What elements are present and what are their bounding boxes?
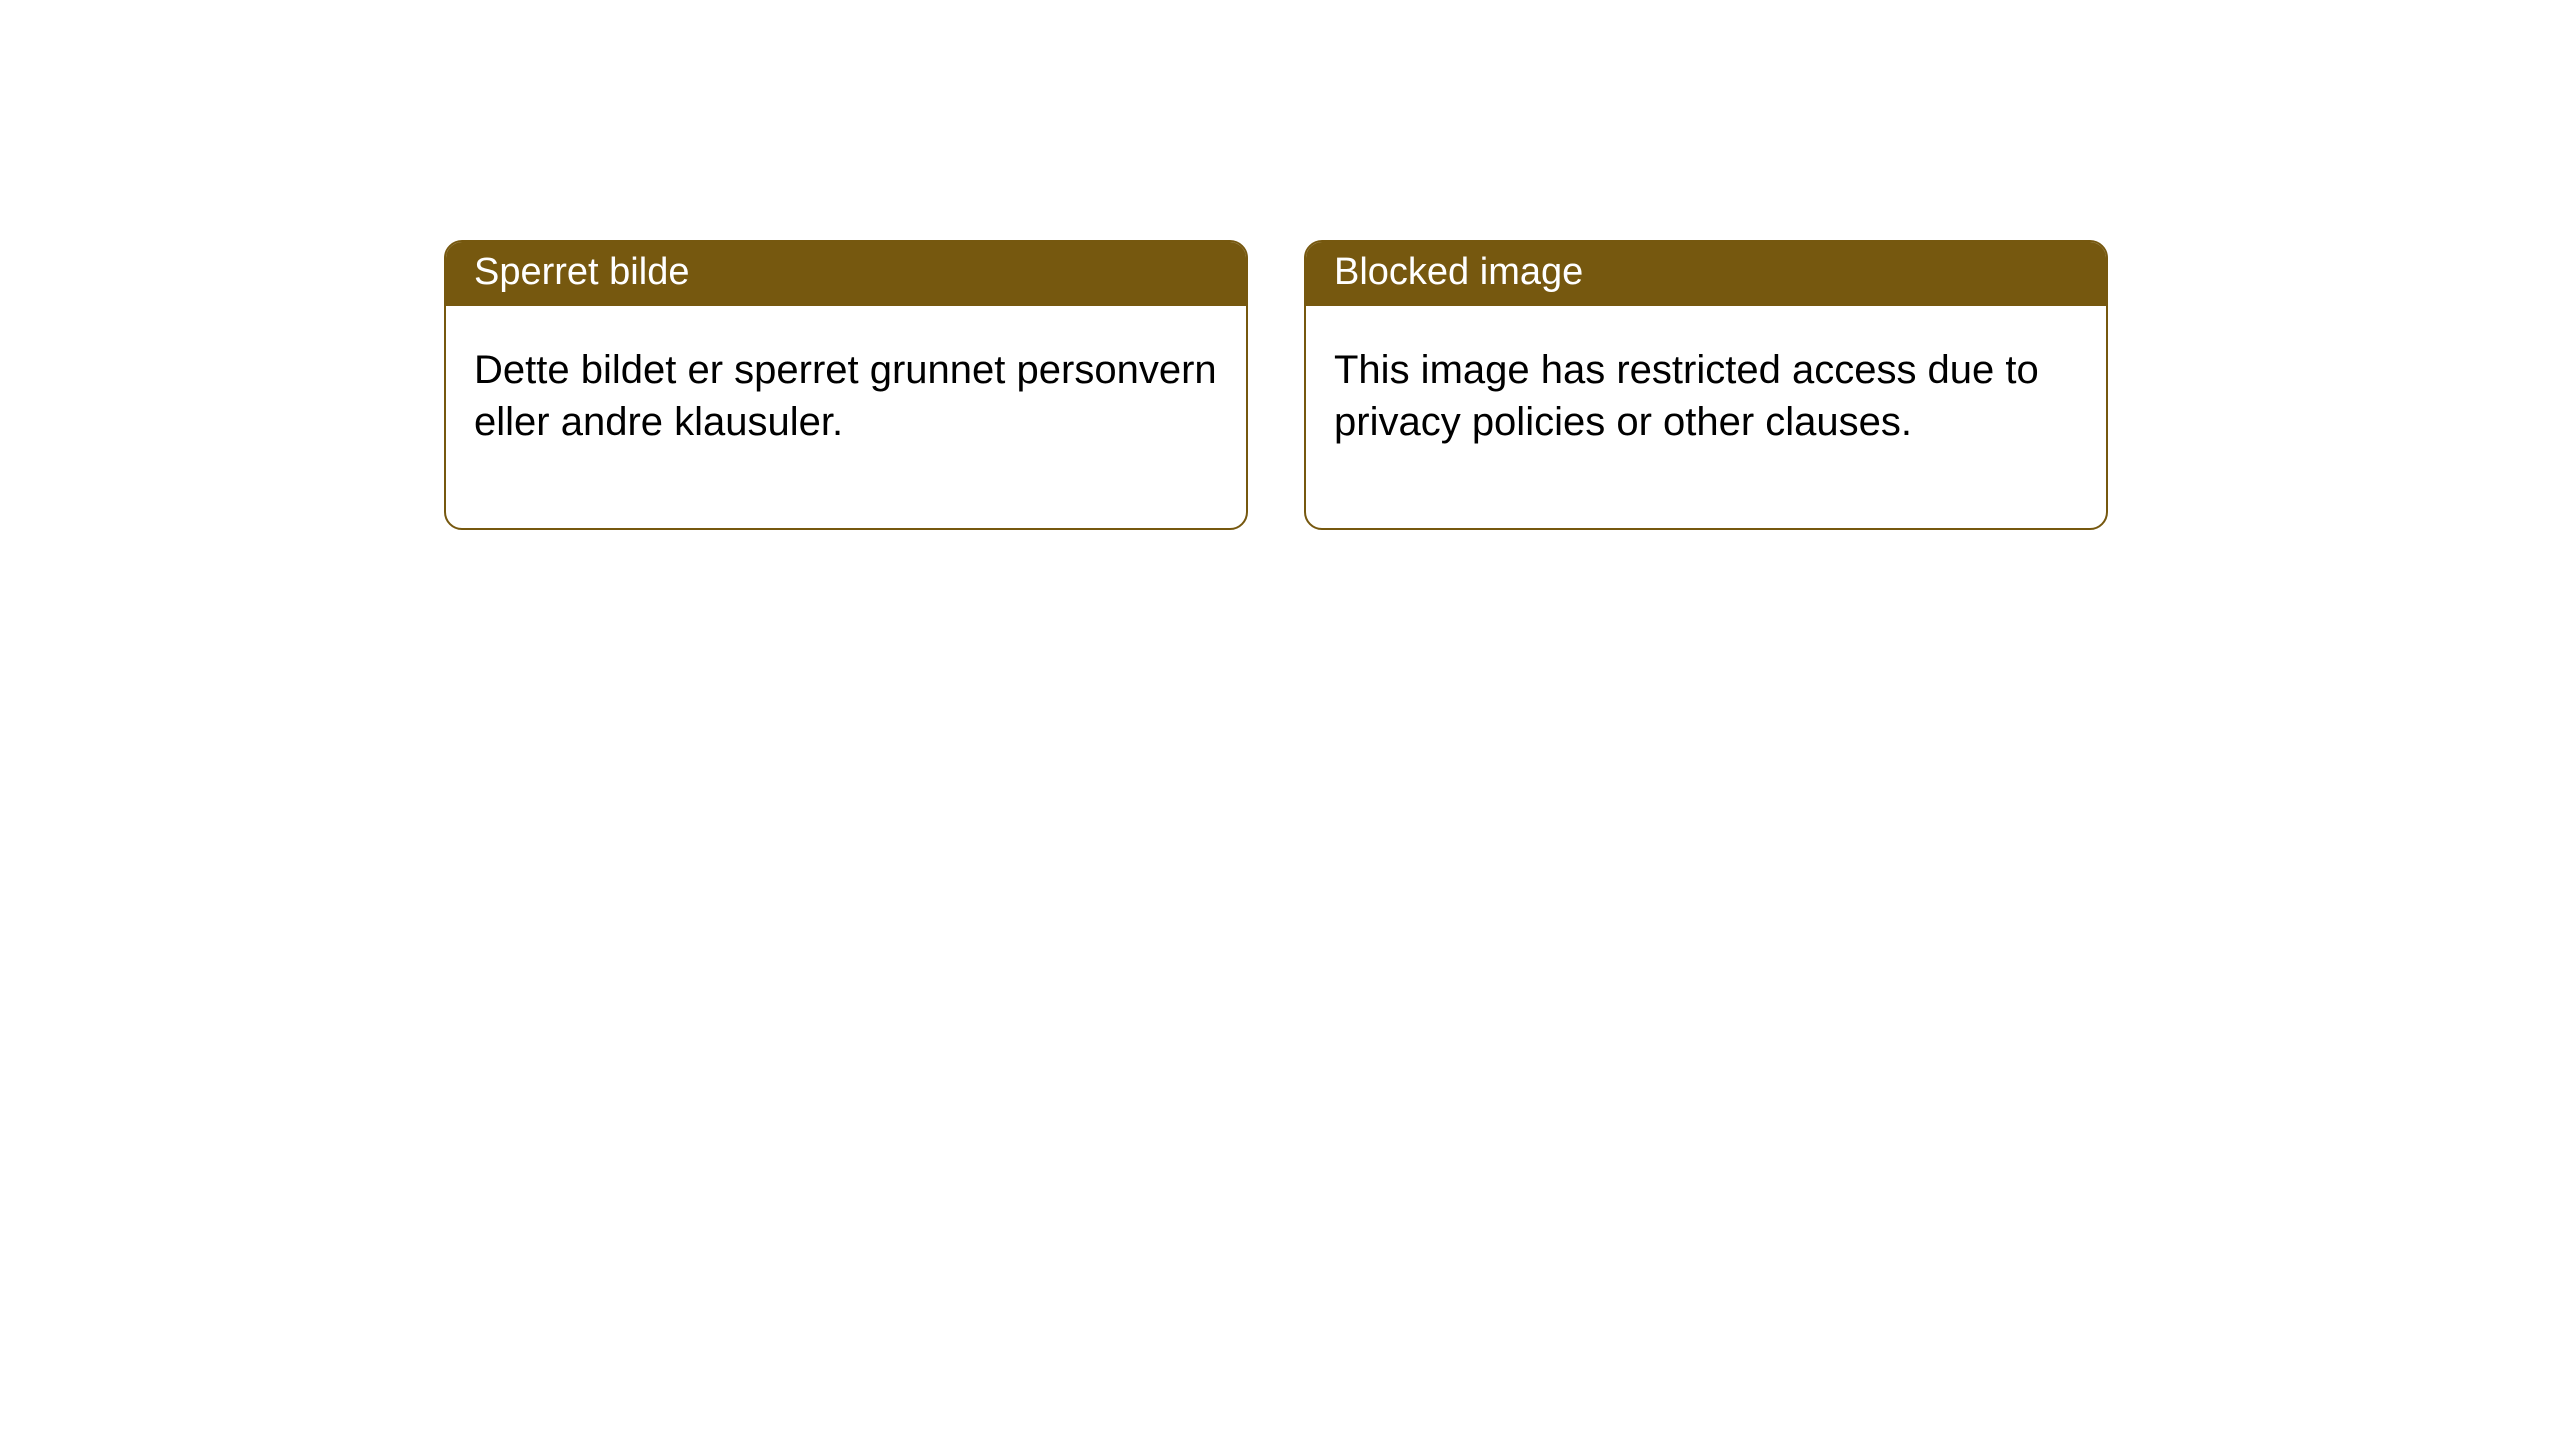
notice-title: Blocked image [1306, 242, 2106, 306]
notice-body: This image has restricted access due to … [1306, 306, 2106, 528]
notice-body: Dette bildet er sperret grunnet personve… [446, 306, 1246, 528]
notice-card-english: Blocked image This image has restricted … [1304, 240, 2108, 530]
notice-container: Sperret bilde Dette bildet er sperret gr… [444, 240, 2108, 530]
notice-card-norwegian: Sperret bilde Dette bildet er sperret gr… [444, 240, 1248, 530]
notice-title: Sperret bilde [446, 242, 1246, 306]
